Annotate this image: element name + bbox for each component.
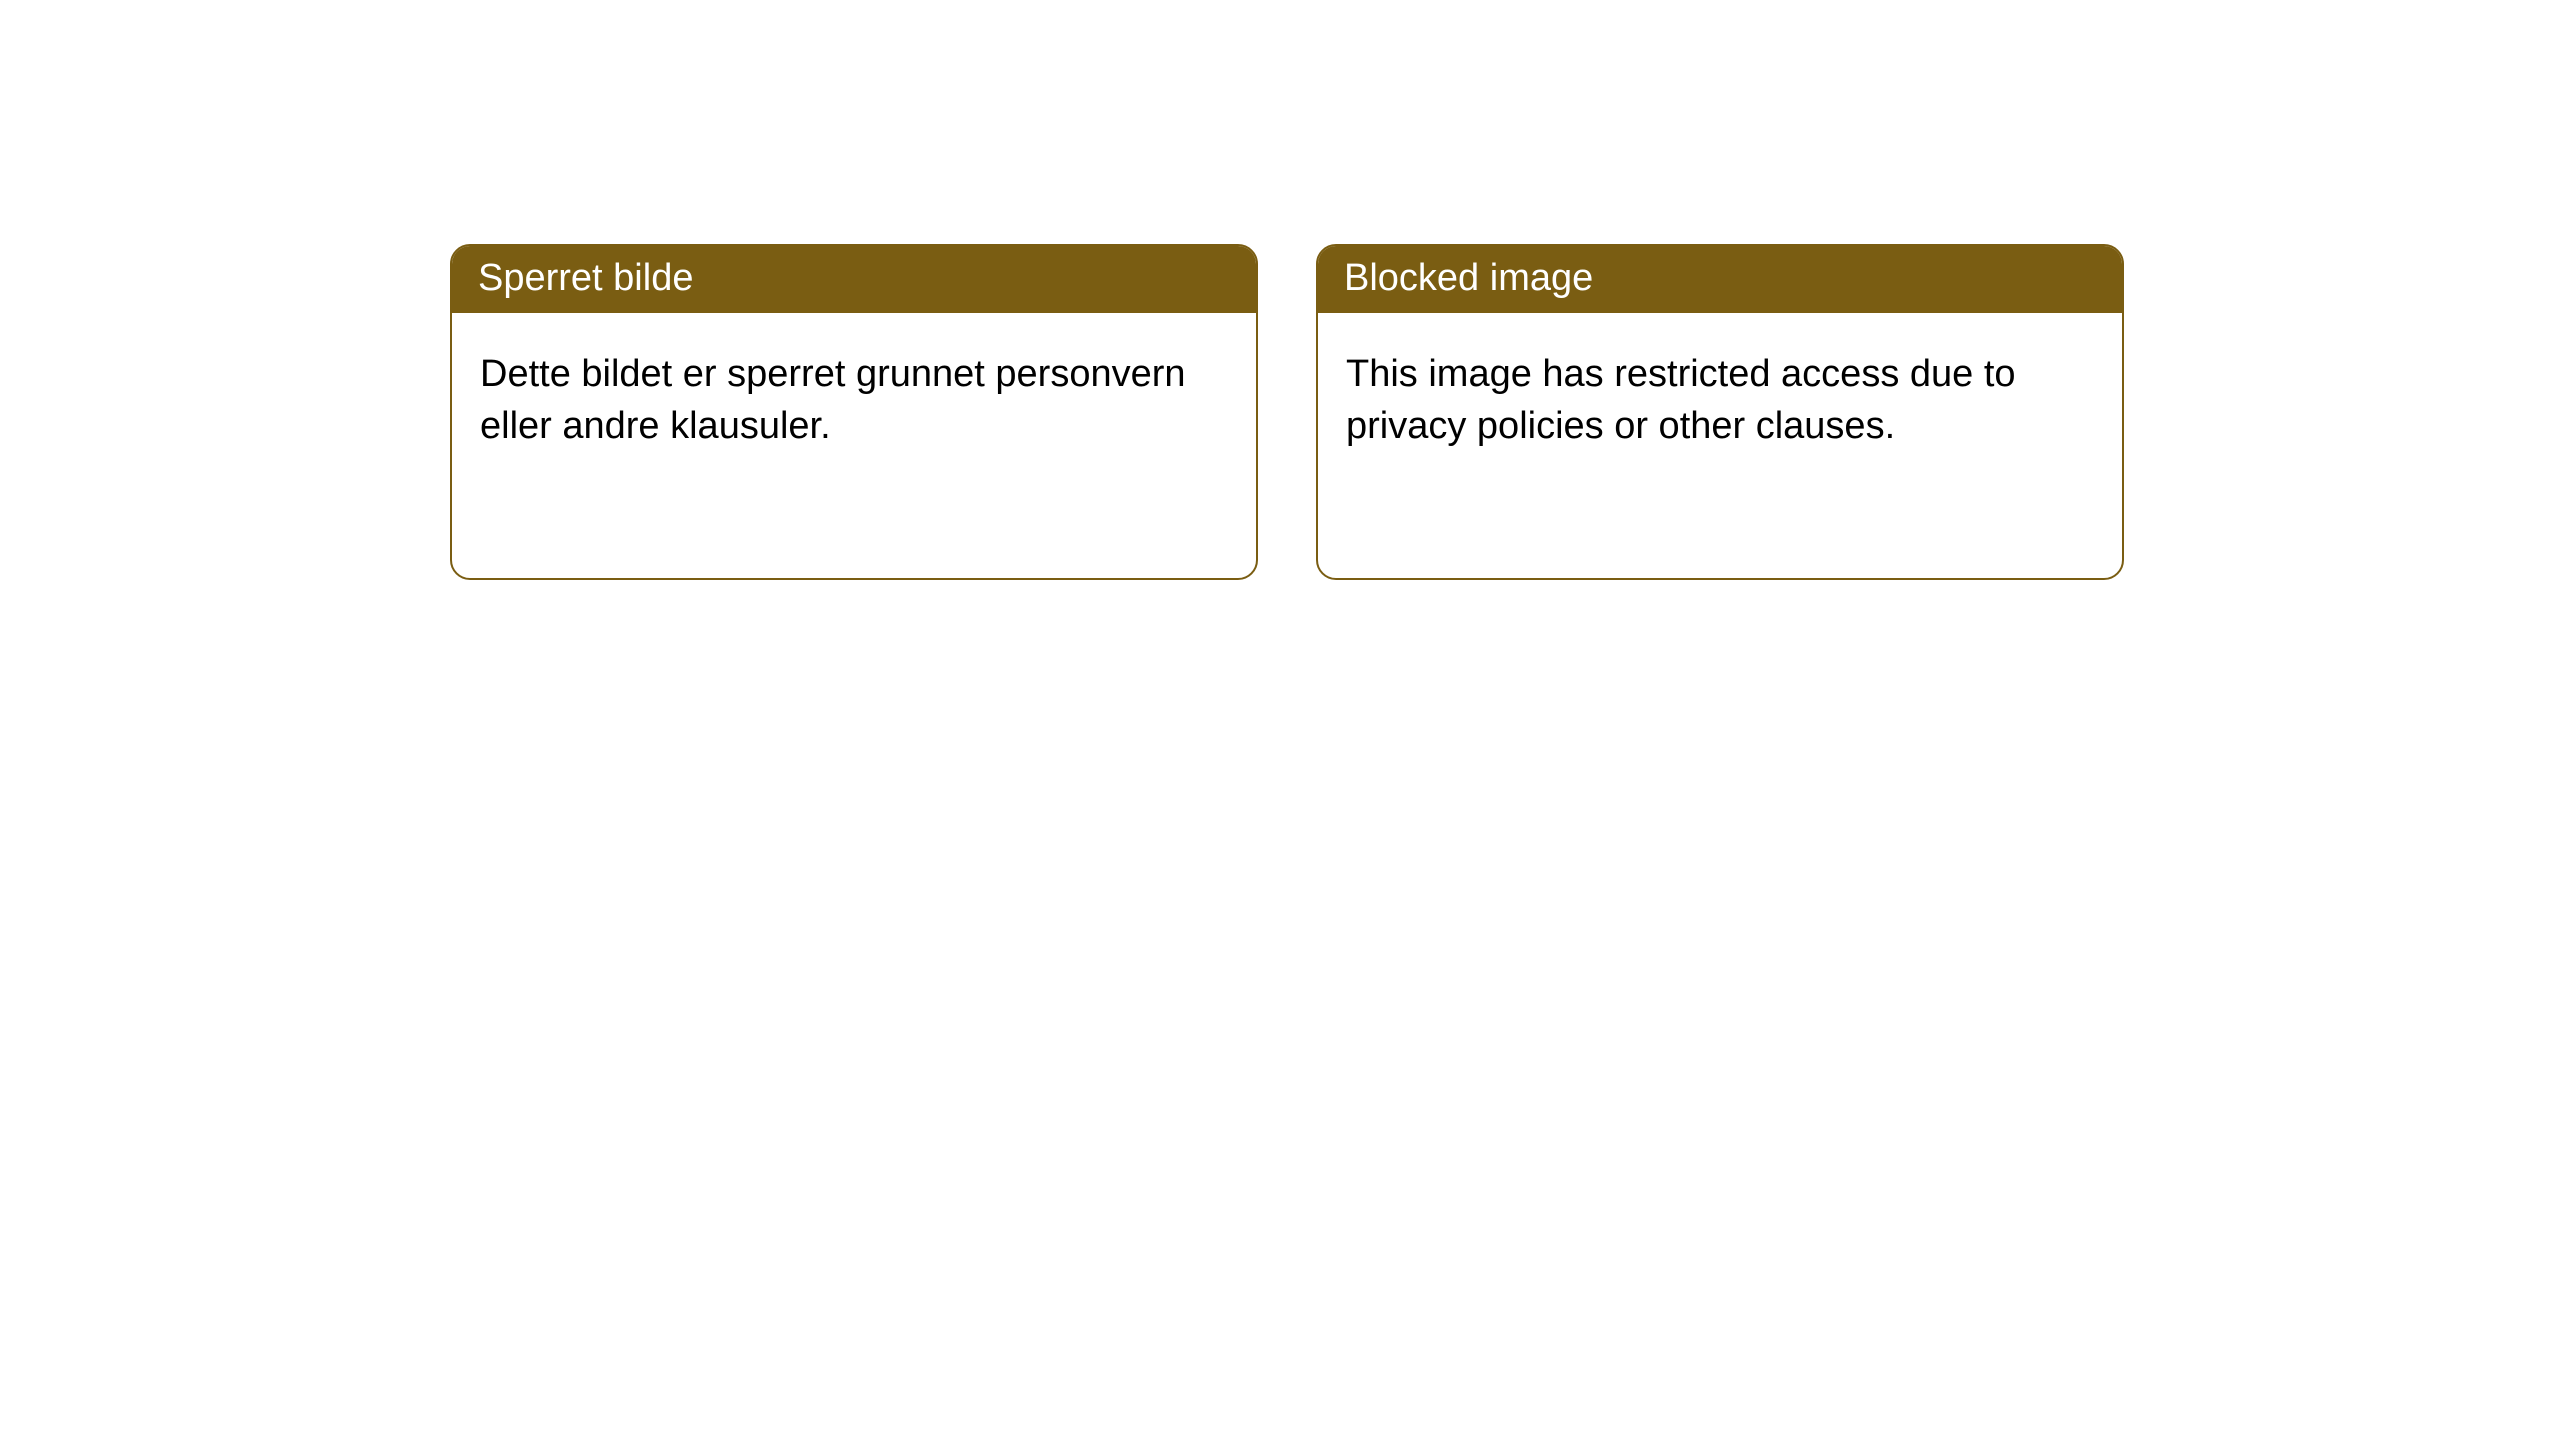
notice-title: Blocked image [1318, 246, 2122, 313]
notice-body: Dette bildet er sperret grunnet personve… [452, 313, 1256, 488]
notice-title: Sperret bilde [452, 246, 1256, 313]
notice-card-norwegian: Sperret bilde Dette bildet er sperret gr… [450, 244, 1258, 580]
notice-container: Sperret bilde Dette bildet er sperret gr… [0, 0, 2560, 580]
notice-card-english: Blocked image This image has restricted … [1316, 244, 2124, 580]
notice-body: This image has restricted access due to … [1318, 313, 2122, 488]
